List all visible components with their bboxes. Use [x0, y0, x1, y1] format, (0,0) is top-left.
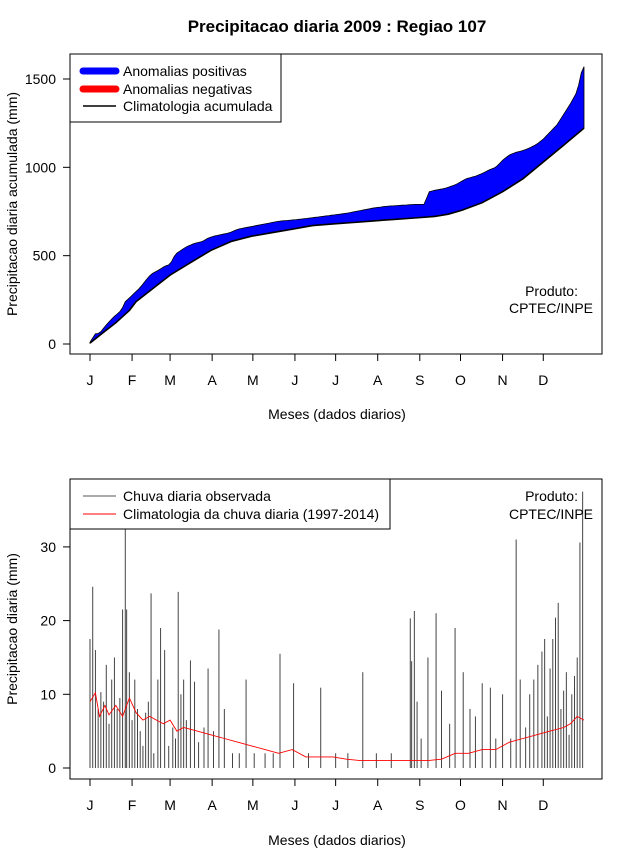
top-x-tick-label: A: [207, 372, 217, 388]
top-x-tick-label: O: [455, 372, 466, 388]
top-x-tick-label: N: [498, 372, 508, 388]
bottom-axes: 0 10 20 30 J F M A M J J A S O N D: [40, 539, 548, 813]
bottom-x-tick-label: M: [164, 797, 176, 813]
legend-label-climatology: Climatologia acumulada: [123, 98, 273, 114]
bottom-annotation-produto: Produto:: [525, 488, 578, 504]
bottom-x-tick-label: J: [291, 797, 298, 813]
legend-label-negative: Anomalias negativas: [123, 81, 252, 97]
top-x-tick-label: A: [373, 372, 383, 388]
bottom-x-tick-label: D: [538, 797, 548, 813]
bottom-x-tick-label: A: [373, 797, 383, 813]
top-x-tick-label: J: [87, 372, 94, 388]
bottom-x-axis-label: Meses (dados diarios): [268, 832, 406, 848]
bottom-legend: Chuva diaria observada Climatologia da c…: [69, 478, 391, 530]
top-x-tick-label: J: [291, 372, 298, 388]
top-axes: 0 500 1000 1500 J F M A M J J A S O N D: [25, 71, 549, 388]
top-legend: Anomalias positivas Anomalias negativas …: [69, 53, 282, 123]
bottom-annotation-cptec: CPTEC/INPE: [509, 506, 593, 522]
bottom-x-tick-label: O: [455, 797, 466, 813]
bottom-x-tick-label: A: [207, 797, 217, 813]
top-x-tick-label: F: [128, 372, 137, 388]
top-area-layer: [89, 66, 585, 344]
bottom-y-tick-label: 10: [40, 686, 56, 702]
legend-label-climatology-daily: Climatologia da chuva diaria (1997-2014): [123, 506, 379, 522]
bottom-y-tick-label: 0: [48, 760, 56, 776]
bottom-x-tick-label: J: [332, 797, 339, 813]
bottom-line-layer: [89, 691, 585, 762]
top-annotation-cptec: CPTEC/INPE: [509, 300, 593, 316]
climatology-line: [89, 127, 585, 344]
bottom-y-tick-label: 20: [40, 613, 56, 629]
top-x-tick-label: J: [332, 372, 339, 388]
top-y-axis-label: Precipitacao diaria acumulada (mm): [4, 92, 20, 316]
chart-title: Precipitacao diaria 2009 : Regiao 107: [188, 17, 487, 36]
bottom-x-tick-label: F: [128, 797, 137, 813]
top-x-axis-label: Meses (dados diarios): [268, 406, 406, 422]
top-y-tick-label: 1500: [25, 71, 56, 87]
top-x-tick-label: D: [538, 372, 548, 388]
legend-label-positive: Anomalias positivas: [123, 63, 247, 79]
climatology-daily-line: [89, 691, 585, 762]
top-x-tick-label: M: [247, 372, 259, 388]
top-y-tick-label: 1000: [25, 159, 56, 175]
bottom-x-tick-label: J: [87, 797, 94, 813]
bottom-y-tick-label: 30: [40, 539, 56, 555]
top-y-tick-label: 0: [48, 336, 56, 352]
bottom-x-tick-label: N: [498, 797, 508, 813]
top-y-tick-label: 500: [33, 248, 57, 264]
top-x-tick-label: S: [415, 372, 424, 388]
bottom-x-tick-label: S: [415, 797, 424, 813]
top-annotation-produto: Produto:: [525, 283, 578, 299]
top-x-tick-label: M: [164, 372, 176, 388]
bottom-bars-layer: [89, 491, 584, 768]
bottom-y-axis-label: Precipitacao diaria (mm): [4, 553, 20, 705]
bottom-x-tick-label: M: [247, 797, 259, 813]
legend-label-observed: Chuva diaria observada: [123, 488, 271, 504]
